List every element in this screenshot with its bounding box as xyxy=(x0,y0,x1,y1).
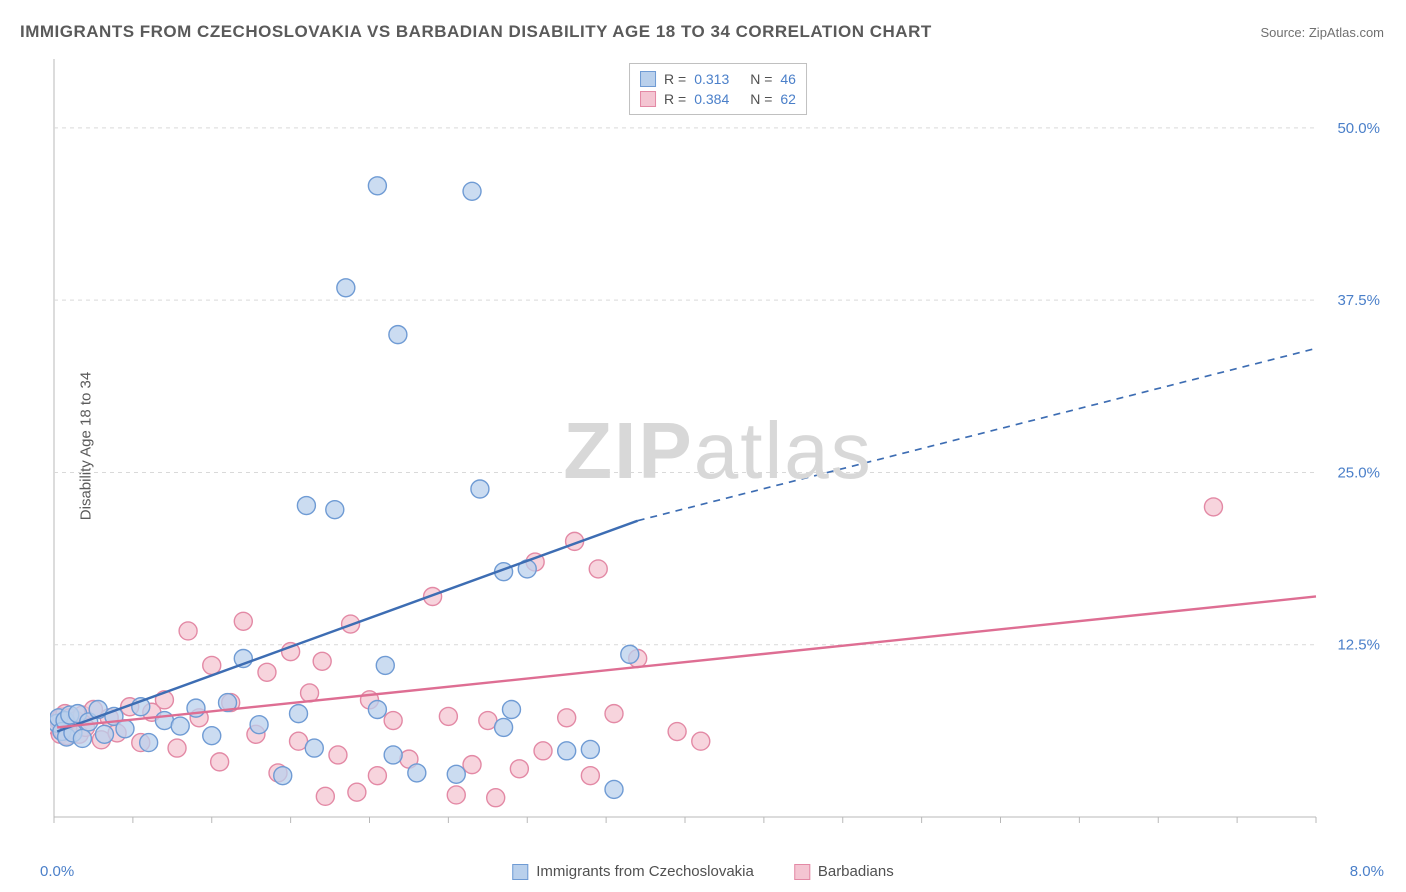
correlation-legend: R = 0.313 N = 46 R = 0.384 N = 62 xyxy=(629,63,807,115)
swatch-series1 xyxy=(640,71,656,87)
svg-text:50.0%: 50.0% xyxy=(1337,120,1380,137)
r-value-series1: 0.313 xyxy=(694,69,742,89)
r-label: R = xyxy=(664,69,686,89)
swatch-series1-b xyxy=(512,864,528,880)
n-label: N = xyxy=(750,89,772,109)
x-axis-max-label: 8.0% xyxy=(1350,863,1384,880)
svg-text:12.5%: 12.5% xyxy=(1337,637,1380,654)
swatch-series2-b xyxy=(794,864,810,880)
n-label: N = xyxy=(750,69,772,89)
chart-area: 12.5%25.0%37.5%50.0% ZIPatlas R = 0.313 … xyxy=(50,55,1386,847)
series-legend: Immigrants from Czechoslovakia Barbadian… xyxy=(512,863,893,880)
r-value-series2: 0.384 xyxy=(694,89,742,109)
legend-label-series2: Barbadians xyxy=(818,863,894,880)
x-axis-min-label: 0.0% xyxy=(40,863,74,880)
swatch-series2 xyxy=(640,91,656,107)
r-label: R = xyxy=(664,89,686,109)
chart-title: IMMIGRANTS FROM CZECHOSLOVAKIA VS BARBAD… xyxy=(20,22,932,42)
source-attribution: Source: ZipAtlas.com xyxy=(1260,25,1384,40)
n-value-series1: 46 xyxy=(780,69,796,89)
legend-row-series1: R = 0.313 N = 46 xyxy=(640,69,796,89)
legend-item-series1: Immigrants from Czechoslovakia xyxy=(512,863,754,880)
legend-item-series2: Barbadians xyxy=(794,863,894,880)
svg-text:25.0%: 25.0% xyxy=(1337,464,1380,481)
n-value-series2: 62 xyxy=(780,89,796,109)
svg-text:37.5%: 37.5% xyxy=(1337,292,1380,309)
legend-row-series2: R = 0.384 N = 62 xyxy=(640,89,796,109)
chart-svg: 12.5% 25.0% 37.5% 50.0% xyxy=(50,55,1386,847)
legend-label-series1: Immigrants from Czechoslovakia xyxy=(536,863,754,880)
